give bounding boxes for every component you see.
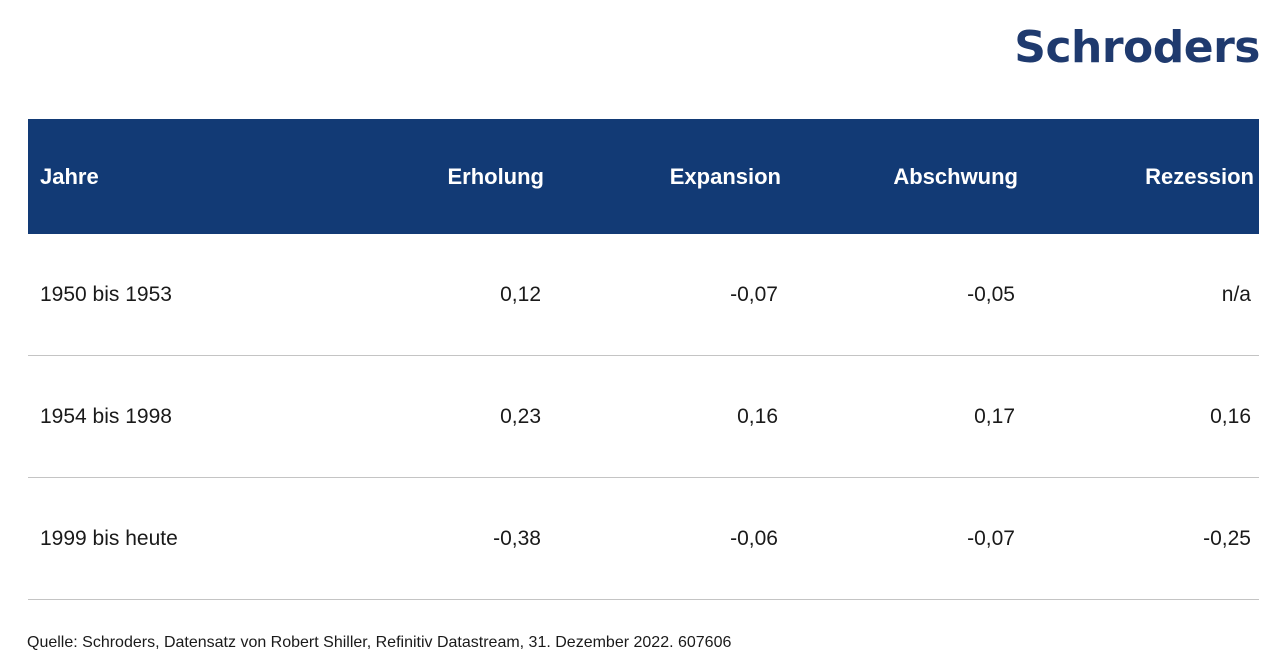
- column-header-abschwung: Abschwung: [893, 163, 1018, 189]
- cell-expansion: -0,06: [730, 526, 778, 550]
- cell-erholung: 0,23: [500, 404, 541, 428]
- column-header-jahre: Jahre: [40, 163, 99, 189]
- cell-erholung: -0,38: [493, 526, 541, 550]
- table-row: 1999 bis heute -0,38 -0,06 -0,07 -0,25: [28, 478, 1259, 600]
- data-table: Jahre Erholung Expansion Abschwung Rezes…: [28, 119, 1259, 600]
- cell-abschwung: 0,17: [974, 404, 1015, 428]
- cell-rezession: n/a: [1221, 282, 1251, 306]
- cell-erholung: 0,12: [500, 282, 541, 306]
- column-header-erholung: Erholung: [447, 163, 544, 189]
- cell-abschwung: -0,07: [967, 526, 1015, 550]
- cell-rezession: 0,16: [1210, 404, 1251, 428]
- table-row: 1950 bis 1953 0,12 -0,07 -0,05 n/a: [28, 234, 1259, 356]
- table-row: 1954 bis 1998 0,23 0,16 0,17 0,16: [28, 356, 1259, 478]
- column-header-rezession: Rezession: [1145, 163, 1254, 189]
- column-header-expansion: Expansion: [669, 163, 781, 189]
- row-label: 1950 bis 1953: [40, 282, 172, 306]
- row-label: 1954 bis 1998: [40, 404, 172, 428]
- cell-abschwung: -0,05: [967, 282, 1015, 306]
- cell-expansion: 0,16: [737, 404, 778, 428]
- table-header: Jahre Erholung Expansion Abschwung Rezes…: [28, 119, 1259, 234]
- source-note: Quelle: Schroders, Datensatz von Robert …: [27, 634, 732, 651]
- cell-expansion: -0,07: [730, 282, 778, 306]
- cell-rezession: -0,25: [1203, 526, 1251, 550]
- schroders-logo: Schroders: [1014, 22, 1260, 73]
- row-label: 1999 bis heute: [40, 526, 178, 550]
